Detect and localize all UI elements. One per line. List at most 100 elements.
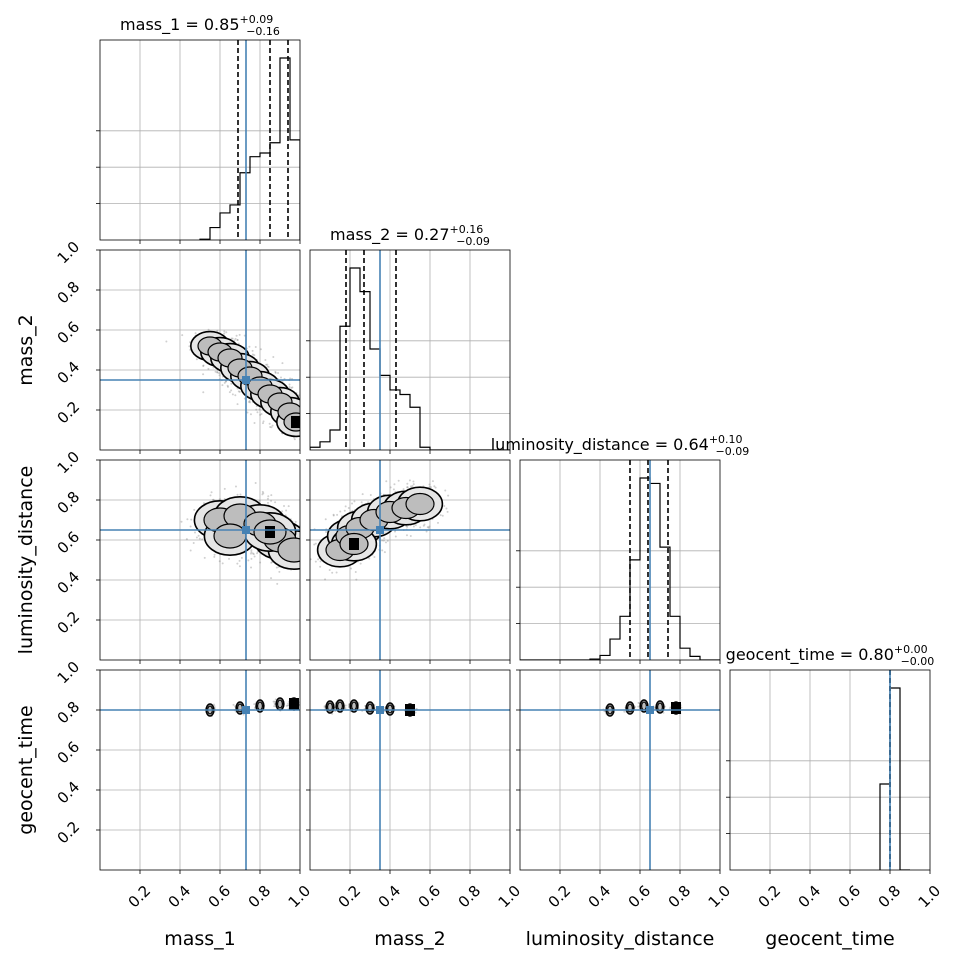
scatter-point bbox=[434, 486, 437, 489]
scatter-point bbox=[230, 382, 233, 385]
scatter-point bbox=[268, 422, 271, 425]
scatter-point bbox=[307, 544, 309, 546]
scatter-point bbox=[165, 340, 168, 343]
scatter-point bbox=[441, 514, 444, 517]
scatter-point bbox=[278, 570, 281, 573]
panel-geocent_time-vs-mass_2: 0.2 0.4 0.6 0.8 1.0 bbox=[306, 669, 524, 912]
scatter-point bbox=[207, 367, 210, 370]
x-tick-label-2: 0.6 bbox=[415, 882, 445, 912]
scatter-point bbox=[319, 560, 322, 563]
scatter-point bbox=[266, 501, 269, 504]
scatter-point bbox=[302, 523, 304, 525]
scatter-point bbox=[408, 479, 411, 482]
scatter-point bbox=[277, 372, 280, 375]
scatter-point bbox=[409, 485, 412, 488]
scatter-point bbox=[350, 567, 353, 570]
scatter-point bbox=[300, 408, 302, 410]
scatter-point bbox=[275, 566, 278, 569]
scatter-point bbox=[251, 552, 254, 555]
scatter-point bbox=[405, 534, 408, 537]
scatter-point bbox=[249, 552, 252, 555]
scatter-point bbox=[197, 534, 200, 537]
scatter-point bbox=[308, 427, 310, 429]
scatter-point bbox=[314, 554, 316, 556]
scatter-point bbox=[305, 527, 307, 529]
scatter-point bbox=[414, 711, 417, 714]
scatter-point bbox=[291, 386, 294, 389]
scatter-point bbox=[285, 509, 288, 512]
scatter-point bbox=[251, 353, 254, 356]
scatter-point bbox=[287, 505, 290, 508]
scatter-point bbox=[216, 371, 219, 374]
scatter-point bbox=[262, 420, 265, 423]
scatter-point bbox=[307, 429, 309, 431]
truth-marker bbox=[646, 706, 654, 714]
scatter-point bbox=[367, 501, 370, 504]
scatter-point bbox=[301, 518, 303, 520]
scatter-point bbox=[397, 479, 400, 482]
panel-geocent_time-vs-mass_1: 0.2 0.4 0.6 0.8 1.00.20.40.60.81.0 bbox=[54, 658, 315, 912]
scatter-point bbox=[250, 551, 253, 554]
scatter-point bbox=[223, 330, 226, 333]
scatter-point bbox=[360, 501, 363, 504]
scatter-point bbox=[307, 535, 309, 537]
x-axis-label-luminosity_distance: luminosity_distance bbox=[526, 928, 715, 950]
density-peak bbox=[291, 416, 300, 428]
y-tick-label-1: 0.4 bbox=[54, 568, 84, 598]
y-axis-label-geocent_time: geocent_time bbox=[15, 705, 37, 834]
scatter-point bbox=[302, 422, 304, 424]
density-peak bbox=[289, 698, 299, 710]
scatter-point bbox=[195, 536, 198, 539]
scatter-point bbox=[190, 518, 193, 521]
x-tick-label-3: 0.8 bbox=[665, 882, 695, 912]
scatter-point bbox=[373, 556, 376, 559]
x-tick-label-4: 1.0 bbox=[705, 882, 735, 912]
scatter-point bbox=[303, 533, 305, 535]
scatter-point bbox=[307, 378, 309, 380]
scatter-point bbox=[637, 705, 640, 708]
scatter-point bbox=[302, 421, 304, 423]
scatter-point bbox=[233, 339, 236, 342]
scatter-point bbox=[230, 389, 233, 392]
scatter-point bbox=[234, 394, 237, 397]
scatter-point bbox=[383, 537, 386, 540]
scatter-point bbox=[307, 526, 309, 528]
scatter-point bbox=[381, 539, 384, 542]
scatter-point bbox=[247, 559, 250, 562]
scatter-point bbox=[314, 560, 317, 563]
scatter-point bbox=[301, 539, 303, 541]
scatter-point bbox=[202, 502, 205, 505]
scatter-point bbox=[276, 582, 279, 585]
scatter-point bbox=[431, 480, 434, 483]
scatter-point bbox=[242, 713, 245, 716]
scatter-point bbox=[443, 504, 446, 507]
y-axis-label-mass_2: mass_2 bbox=[15, 314, 37, 386]
scatter-point bbox=[361, 493, 364, 496]
scatter-point bbox=[445, 507, 448, 510]
scatter-point bbox=[313, 543, 316, 546]
scatter-point bbox=[202, 364, 205, 367]
scatter-point bbox=[308, 433, 310, 435]
scatter-point bbox=[253, 354, 256, 357]
scatter-point bbox=[637, 701, 640, 704]
scatter-point bbox=[230, 337, 233, 340]
scatter-point bbox=[302, 550, 304, 552]
scatter-point bbox=[207, 328, 210, 331]
x-tick-label-3: 0.8 bbox=[875, 882, 905, 912]
scatter-point bbox=[209, 494, 212, 497]
x-tick-label-1: 0.4 bbox=[585, 882, 615, 912]
contour-inner-0 bbox=[327, 702, 334, 712]
scatter-point bbox=[212, 703, 215, 706]
scatter-point bbox=[412, 480, 415, 483]
scatter-point bbox=[261, 493, 264, 496]
scatter-point bbox=[249, 413, 252, 416]
scatter-point bbox=[219, 498, 222, 501]
scatter-point bbox=[221, 562, 224, 565]
scatter-point bbox=[254, 346, 257, 349]
scatter-point bbox=[201, 538, 204, 541]
scatter-point bbox=[228, 557, 231, 560]
scatter-point bbox=[392, 488, 395, 491]
y-tick-label-2: 0.6 bbox=[54, 528, 84, 558]
scatter-point bbox=[193, 508, 196, 511]
panel-frame bbox=[309, 249, 511, 451]
